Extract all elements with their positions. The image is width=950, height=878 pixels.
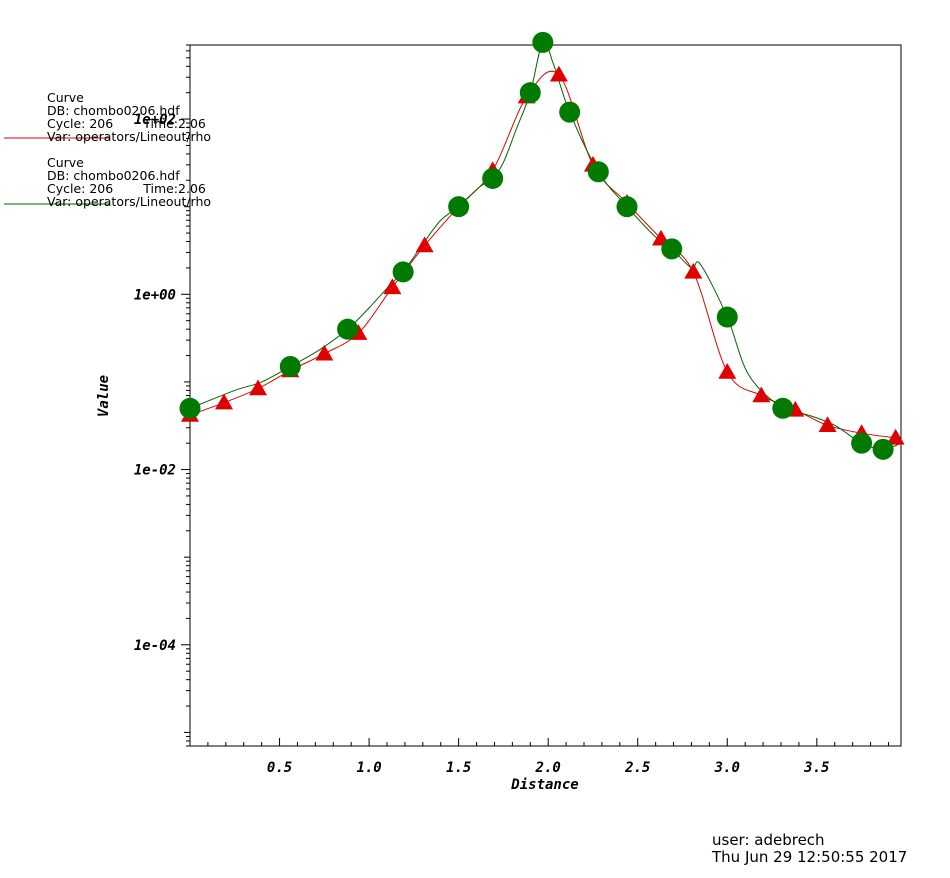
series-line-2 xyxy=(189,40,902,450)
series-lines xyxy=(189,40,902,450)
plot-frame xyxy=(189,44,902,747)
circle-marker xyxy=(616,196,638,218)
legend-cycle: Cycle: 206 xyxy=(47,181,114,196)
circle-marker xyxy=(482,167,504,189)
triangle-marker xyxy=(684,262,703,279)
triangle-marker xyxy=(549,65,568,82)
legend-entry-1: Curve DB: chombo0206.hdf Cycle: 206 Time:… xyxy=(47,91,211,143)
legend-var: Var: operators/Lineout/rho xyxy=(47,129,212,144)
circle-marker xyxy=(448,196,470,218)
circle-marker xyxy=(392,261,414,283)
legend-db: DB: chombo0206.hdf xyxy=(47,168,180,183)
circle-marker xyxy=(872,438,894,460)
footer-info: user: adebrech Thu Jun 29 12:50:55 2017 xyxy=(712,832,907,866)
legend-cycle-time: Cycle: 206 Time:2.06 xyxy=(47,117,211,130)
y-tick-label: 1e-04 xyxy=(134,638,176,654)
timestamp: Thu Jun 29 12:50:55 2017 xyxy=(712,848,908,866)
circle-marker xyxy=(279,355,301,377)
x-tick-label: 2.5 xyxy=(624,760,650,776)
circle-marker xyxy=(851,432,873,454)
triangle-marker xyxy=(818,416,837,433)
x-tick-label: 1.0 xyxy=(356,760,381,776)
y-axis-label: Value xyxy=(96,375,112,417)
triangle-marker xyxy=(752,386,771,403)
x-tick-label: 2.0 xyxy=(535,760,561,776)
circle-marker xyxy=(587,161,609,183)
user-name: user: adebrech xyxy=(712,831,825,849)
triangle-marker xyxy=(886,428,905,445)
legend-cycle: Cycle: 206 xyxy=(47,116,114,131)
triangle-marker xyxy=(415,236,434,253)
triangle-marker xyxy=(215,393,234,410)
legend-title: Curve xyxy=(47,155,84,170)
y-tick-label: 1e+00 xyxy=(134,287,176,303)
legend-db: DB: chombo0206.hdf xyxy=(47,103,180,118)
circle-marker xyxy=(179,397,201,419)
legend-cycle-time: Cycle: 206 Time:2.06 xyxy=(47,182,211,195)
legend-var: Var: operators/Lineout/rho xyxy=(47,194,212,209)
legend-entry-2: Curve DB: chombo0206.hdf Cycle: 206 Time:… xyxy=(47,156,211,208)
series-markers xyxy=(179,31,905,460)
y-tick-label: 1e-02 xyxy=(134,463,176,479)
triangle-marker xyxy=(718,362,737,379)
circle-marker xyxy=(559,101,581,123)
circle-marker xyxy=(772,397,794,419)
x-tick-label: 3.0 xyxy=(714,760,740,776)
legend-time: Time:2.06 xyxy=(143,116,206,131)
triangle-marker xyxy=(315,344,334,361)
legend-title: Curve xyxy=(47,90,84,105)
triangle-marker xyxy=(383,278,402,295)
legend-swatches xyxy=(4,137,110,205)
circle-marker xyxy=(519,82,541,104)
circle-marker xyxy=(532,31,554,53)
series-line-1 xyxy=(189,70,896,439)
x-tick-label: 0.5 xyxy=(267,760,292,776)
axis-tick-labels: 0.5 1.0 1.5 2.0 2.5 3.0 3.5 1e-04 1e-02 1e+00 1e+0… xyxy=(134,112,830,776)
x-tick-label: 3.5 xyxy=(803,760,829,776)
x-tick-label: 1.5 xyxy=(446,760,471,776)
legend-time: Time:2.06 xyxy=(143,181,206,196)
circle-marker xyxy=(661,238,683,260)
circle-marker xyxy=(716,306,738,328)
axis-ticks xyxy=(181,44,889,747)
triangle-marker xyxy=(249,379,268,396)
circle-marker xyxy=(337,318,359,340)
y-tick-label: 1e+02 xyxy=(134,112,176,128)
x-axis-label: Distance xyxy=(510,777,578,793)
